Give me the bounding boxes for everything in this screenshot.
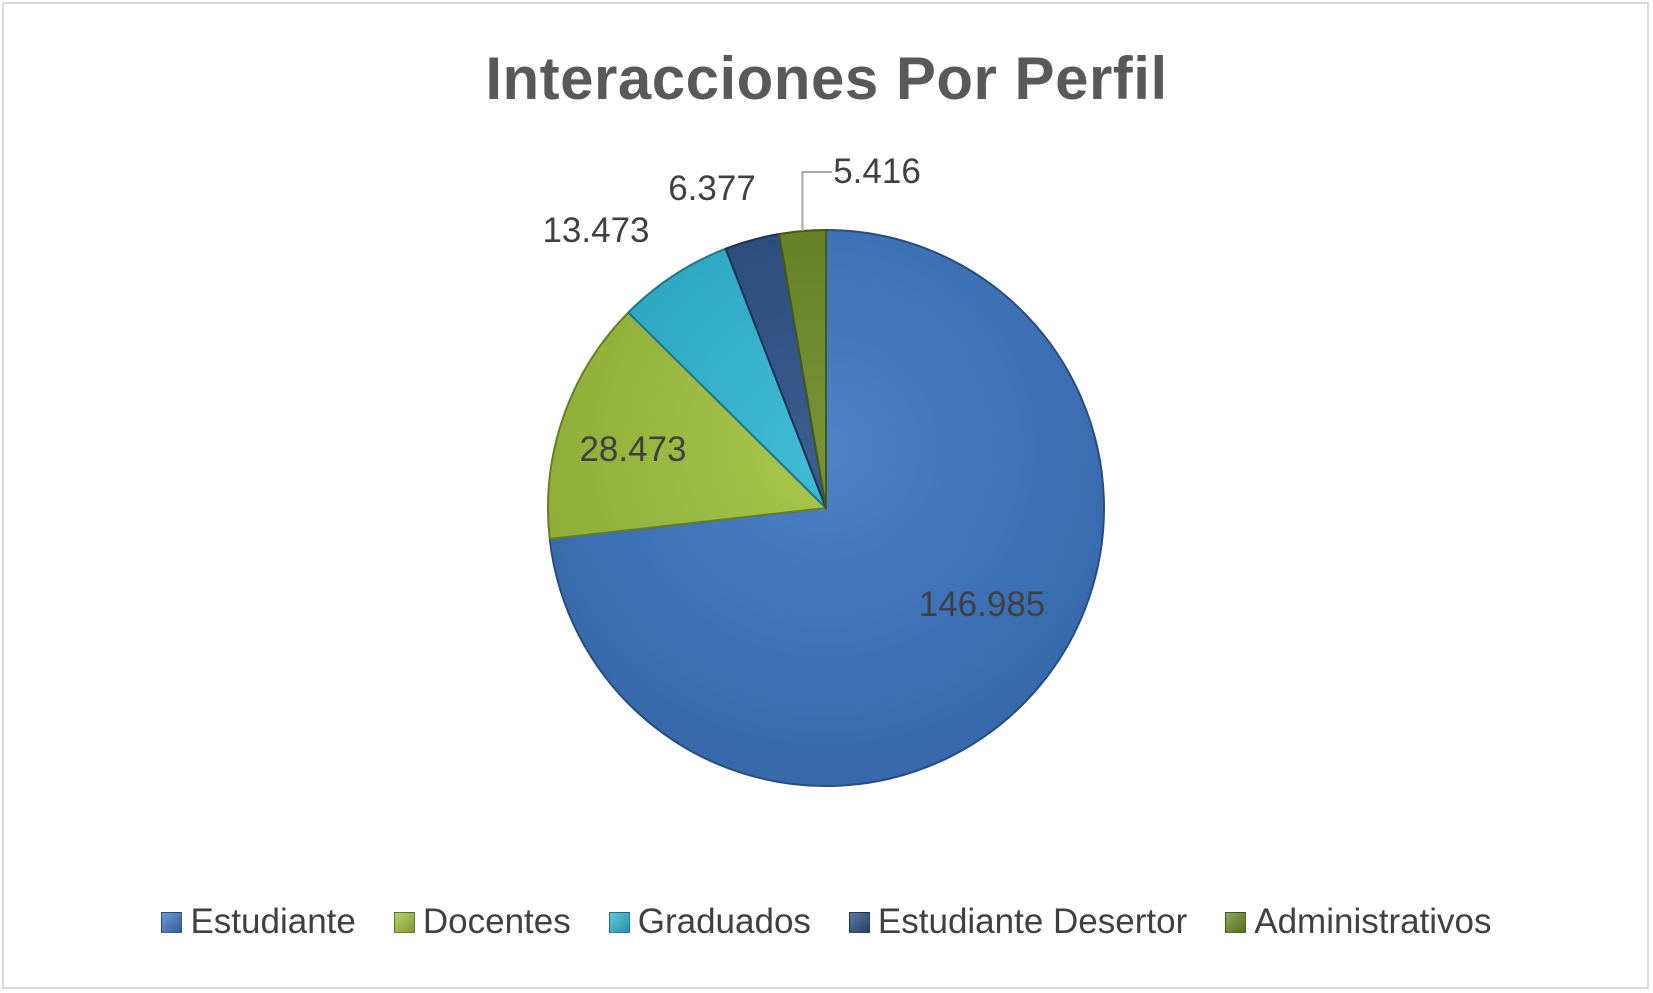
legend-label: Estudiante Desertor bbox=[877, 902, 1188, 941]
legend-swatch bbox=[161, 911, 183, 933]
legend-swatch bbox=[393, 911, 415, 933]
legend-item-docentes: Docentes bbox=[393, 902, 571, 942]
pie-slice-docentes bbox=[547, 311, 827, 540]
pie-slice-graduados bbox=[627, 247, 827, 509]
leader-line bbox=[801, 171, 832, 231]
legend-label: Graduados bbox=[637, 902, 811, 941]
data-label: 28.473 bbox=[579, 430, 686, 469]
data-label: 13.473 bbox=[542, 211, 649, 250]
legend-label: Docentes bbox=[422, 902, 571, 941]
legend-label: Administrativos bbox=[1254, 902, 1492, 941]
legend-swatch bbox=[848, 911, 870, 933]
legend-label: Estudiante bbox=[190, 902, 356, 941]
data-label: 5.416 bbox=[833, 152, 921, 191]
legend: Estudiante Docentes Graduados Estudiante… bbox=[0, 902, 1653, 942]
legend-item-estudiante: Estudiante bbox=[161, 902, 356, 942]
data-label: 6.377 bbox=[668, 169, 756, 208]
legend-item-estudiante-desertor: Estudiante Desertor bbox=[848, 902, 1188, 942]
pie-slice-administrativos bbox=[778, 229, 827, 509]
legend-item-graduados: Graduados bbox=[608, 902, 811, 942]
legend-item-administrativos: Administrativos bbox=[1225, 902, 1492, 942]
legend-swatch bbox=[608, 911, 630, 933]
chart-title: Interacciones Por Perfil bbox=[485, 45, 1168, 112]
data-label: 146.985 bbox=[919, 585, 1046, 624]
legend-swatch bbox=[1225, 911, 1247, 933]
